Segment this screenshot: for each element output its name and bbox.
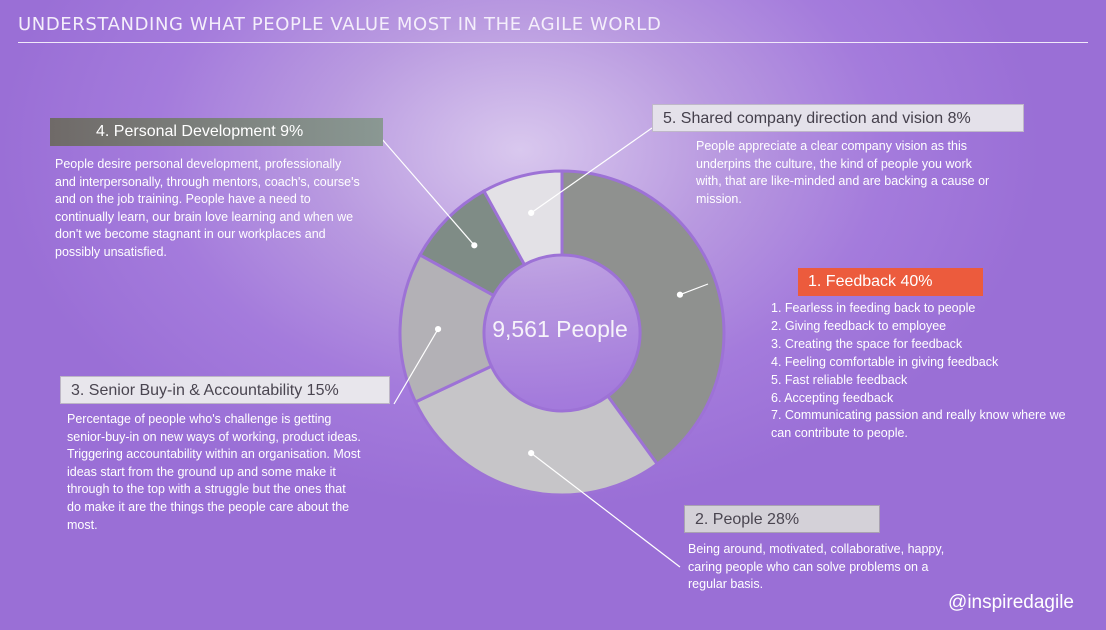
leader-dot [434,326,442,333]
feedback-item: 3. Creating the space for feedback [771,336,963,351]
people-label: 2. People 28% [684,505,880,533]
leader-dot [528,209,535,216]
shared-direction-label: 5. Shared company direction and vision 8… [652,104,1024,132]
chart-center-label: 9,561 People [492,316,628,342]
feedback-item: 5. Fast reliable feedback [771,372,908,387]
people-description: Being around, motivated, collaborative, … [688,542,945,592]
feedback-item: 7. Communicating passion and really know… [771,408,1066,441]
leader-line [530,452,681,568]
shared-direction-description: People appreciate a clear company vision… [696,139,990,206]
leader-line [393,328,439,405]
page-title: UNDERSTANDING WHAT PEOPLE VALUE MOST IN … [18,14,662,35]
feedback-item: 6. Accepting feedback [771,390,894,405]
social-handle: @inspiredagile [948,592,1074,613]
leader-dot [471,242,478,249]
donut-slice-shared-company-direction-and-vision [481,169,564,267]
leader-line [530,127,653,214]
leader-dot [676,291,684,298]
feedback-label: 1. Feedback 40% [798,268,983,296]
personal-development-label: 4. Personal Development 9% [50,118,383,146]
personal-development-description: People desire personal development, prof… [55,157,360,259]
senior-buyin-description: Percentage of people who's challenge is … [67,412,361,532]
title-divider [18,42,1088,43]
leader-dot [528,450,535,457]
donut-slice-senior-buy-in-accountability [398,252,496,404]
feedback-item: 2. Giving feedback to employee [771,318,947,333]
leader-line [380,137,475,246]
donut-slice-people [413,364,660,497]
feedback-item: 1. Fearless in feeding back to people [771,301,976,315]
senior-buyin-label: 3. Senior Buy-in & Accountability 15% [60,376,390,404]
donut-slice-feedback [560,169,726,467]
feedback-item: 4. Feeling comfortable in giving feedbac… [771,354,999,369]
leader-line [679,283,709,296]
feedback-list: 1. Fearless in feeding back to people 2.… [771,300,1101,443]
